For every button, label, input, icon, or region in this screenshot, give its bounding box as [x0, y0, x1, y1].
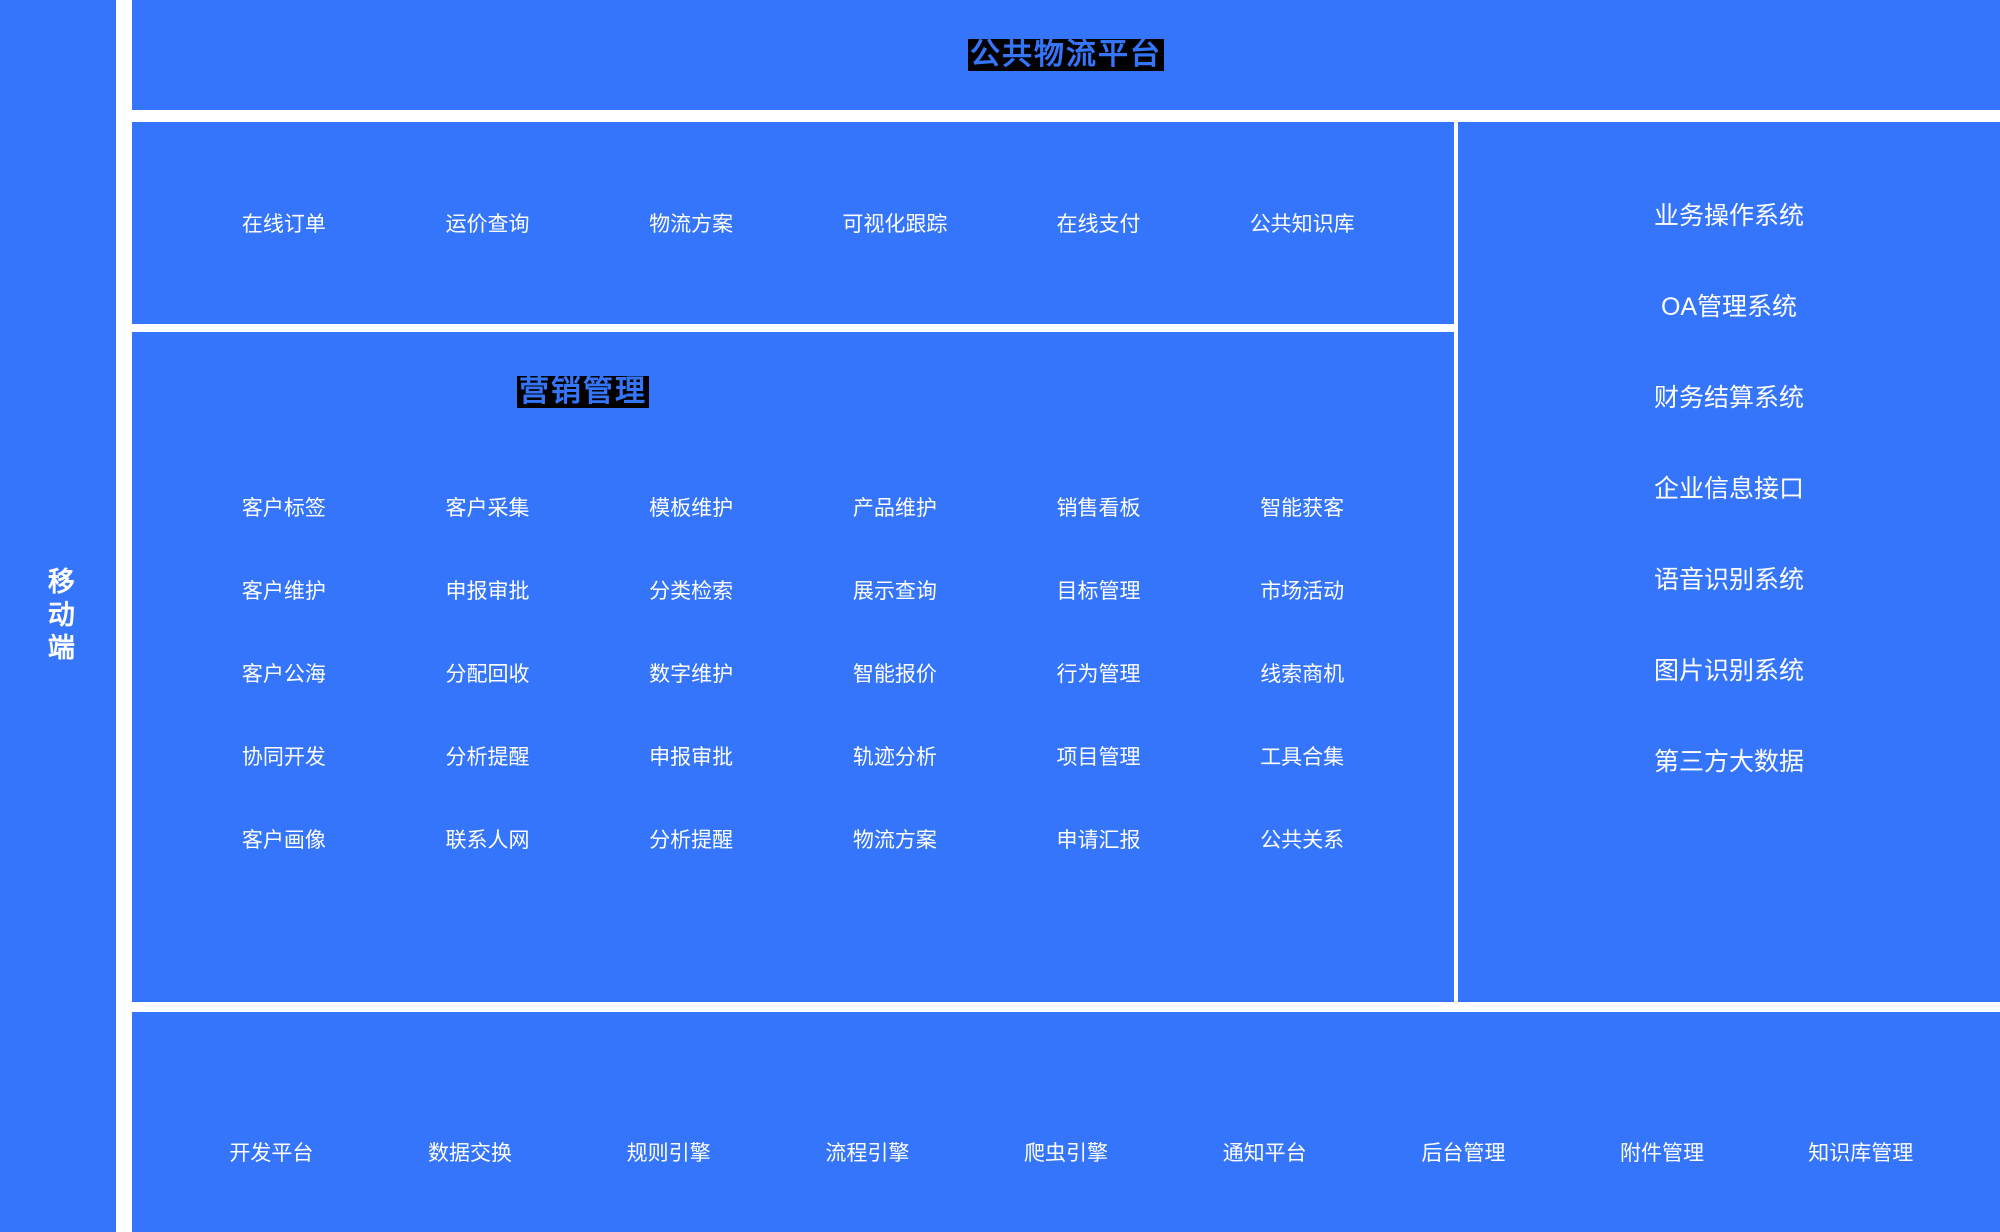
marketing-item[interactable]: 分配回收 [445, 662, 530, 686]
marketing-item[interactable]: 公共关系 [1260, 828, 1345, 852]
marketing-item[interactable]: 线索商机 [1260, 662, 1345, 686]
system-item[interactable]: 财务结算系统 [1653, 383, 1804, 412]
platform-header: 公共物流平台 [132, 0, 2000, 110]
public-service-item[interactable]: 可视化跟踪 [842, 213, 948, 236]
footer-item[interactable]: 附件管理 [1620, 1142, 1705, 1165]
public-service-item[interactable]: 物流方案 [649, 213, 734, 236]
marketing-item[interactable]: 产品维护 [852, 496, 937, 520]
marketing-panel: 营销管理 客户标签 客户采集 模板维护 产品维护 销售看板 智能获客 客户维护 … [132, 332, 1454, 1002]
system-item[interactable]: 语音识别系统 [1653, 565, 1804, 594]
marketing-item[interactable]: 客户标签 [241, 496, 326, 520]
marketing-item[interactable]: 申报审批 [649, 745, 734, 769]
marketing-row: 客户画像 联系人网 分析提醒 物流方案 申请汇报 公共关系 [182, 799, 1404, 882]
marketing-item[interactable]: 行为管理 [1056, 662, 1141, 686]
marketing-row: 客户公海 分配回收 数字维护 智能报价 行为管理 线索商机 [182, 633, 1404, 716]
footer-item[interactable]: 爬虫引擎 [1024, 1142, 1109, 1165]
marketing-item[interactable]: 申请汇报 [1056, 828, 1141, 852]
system-item[interactable]: 企业信息接口 [1653, 474, 1804, 503]
marketing-item[interactable]: 分类检索 [649, 579, 734, 603]
marketing-item[interactable]: 项目管理 [1056, 745, 1141, 769]
marketing-item[interactable]: 数字维护 [649, 662, 734, 686]
marketing-item[interactable]: 工具合集 [1260, 745, 1345, 769]
public-service-item[interactable]: 在线支付 [1056, 213, 1141, 236]
page-title: 公共物流平台 [968, 38, 1164, 72]
marketing-item[interactable]: 客户采集 [445, 496, 530, 520]
footer-item[interactable]: 流程引擎 [825, 1142, 910, 1165]
marketing-item[interactable]: 智能获客 [1260, 496, 1345, 520]
marketing-item[interactable]: 物流方案 [852, 828, 937, 852]
marketing-item[interactable]: 目标管理 [1056, 579, 1141, 603]
marketing-item[interactable]: 客户公海 [241, 662, 326, 686]
marketing-item[interactable]: 智能报价 [852, 662, 937, 686]
marketing-item[interactable]: 市场活动 [1260, 579, 1345, 603]
platform-footer: 开发平台 数据交换 规则引擎 流程引擎 爬虫引擎 通知平台 后台管理 附件管理 … [132, 1012, 2000, 1232]
system-item[interactable]: 业务操作系统 [1653, 201, 1804, 230]
system-item[interactable]: 第三方大数据 [1653, 747, 1804, 776]
marketing-item[interactable]: 分析提醒 [649, 828, 734, 852]
marketing-item[interactable]: 申报审批 [445, 579, 530, 603]
footer-item[interactable]: 知识库管理 [1808, 1142, 1914, 1165]
system-item[interactable]: OA管理系统 [1660, 292, 1798, 321]
marketing-item[interactable]: 分析提醒 [445, 745, 530, 769]
public-service-item[interactable]: 公共知识库 [1249, 213, 1355, 236]
marketing-item[interactable]: 联系人网 [445, 828, 530, 852]
marketing-row: 协同开发 分析提醒 申报审批 轨迹分析 项目管理 工具合集 [182, 716, 1404, 799]
system-item[interactable]: 图片识别系统 [1653, 656, 1804, 685]
footer-item[interactable]: 数据交换 [428, 1142, 512, 1165]
marketing-item[interactable]: 模板维护 [649, 496, 734, 520]
marketing-item[interactable]: 轨迹分析 [852, 745, 937, 769]
marketing-item[interactable]: 展示查询 [852, 579, 937, 603]
marketing-item[interactable]: 客户画像 [241, 828, 326, 852]
marketing-title-wrap: 营销管理 [132, 376, 1454, 408]
footer-item[interactable]: 开发平台 [229, 1142, 314, 1165]
marketing-item[interactable]: 销售看板 [1056, 496, 1141, 520]
platform-footer-row: 开发平台 数据交换 规则引擎 流程引擎 爬虫引擎 通知平台 后台管理 附件管理 … [132, 1137, 2000, 1167]
marketing-item[interactable]: 客户维护 [241, 579, 326, 603]
marketing-section-title: 营销管理 [517, 375, 649, 408]
footer-item[interactable]: 通知平台 [1222, 1142, 1307, 1165]
footer-item[interactable]: 后台管理 [1421, 1142, 1506, 1165]
public-services-panel: 在线订单 运价查询 物流方案 可视化跟踪 在线支付 公共知识库 [132, 122, 1454, 324]
sidebar-mobile-端[interactable]: 移动端 [0, 0, 116, 1232]
marketing-row: 客户标签 客户采集 模板维护 产品维护 销售看板 智能获客 [182, 467, 1404, 550]
footer-item[interactable]: 规则引擎 [626, 1142, 711, 1165]
public-service-item[interactable]: 在线订单 [241, 213, 326, 236]
systems-panel: 业务操作系统 OA管理系统 财务结算系统 企业信息接口 语音识别系统 图片识别系… [1458, 122, 2000, 1002]
marketing-grid: 客户标签 客户采集 模板维护 产品维护 销售看板 智能获客 客户维护 申报审批 … [132, 467, 1454, 882]
marketing-item[interactable]: 协同开发 [241, 745, 326, 769]
marketing-row: 客户维护 申报审批 分类检索 展示查询 目标管理 市场活动 [182, 550, 1404, 633]
public-services-row: 在线订单 运价查询 物流方案 可视化跟踪 在线支付 公共知识库 [132, 212, 1454, 237]
sidebar-mobile-label: 移动端 [43, 566, 74, 666]
public-service-item[interactable]: 运价查询 [445, 213, 530, 236]
